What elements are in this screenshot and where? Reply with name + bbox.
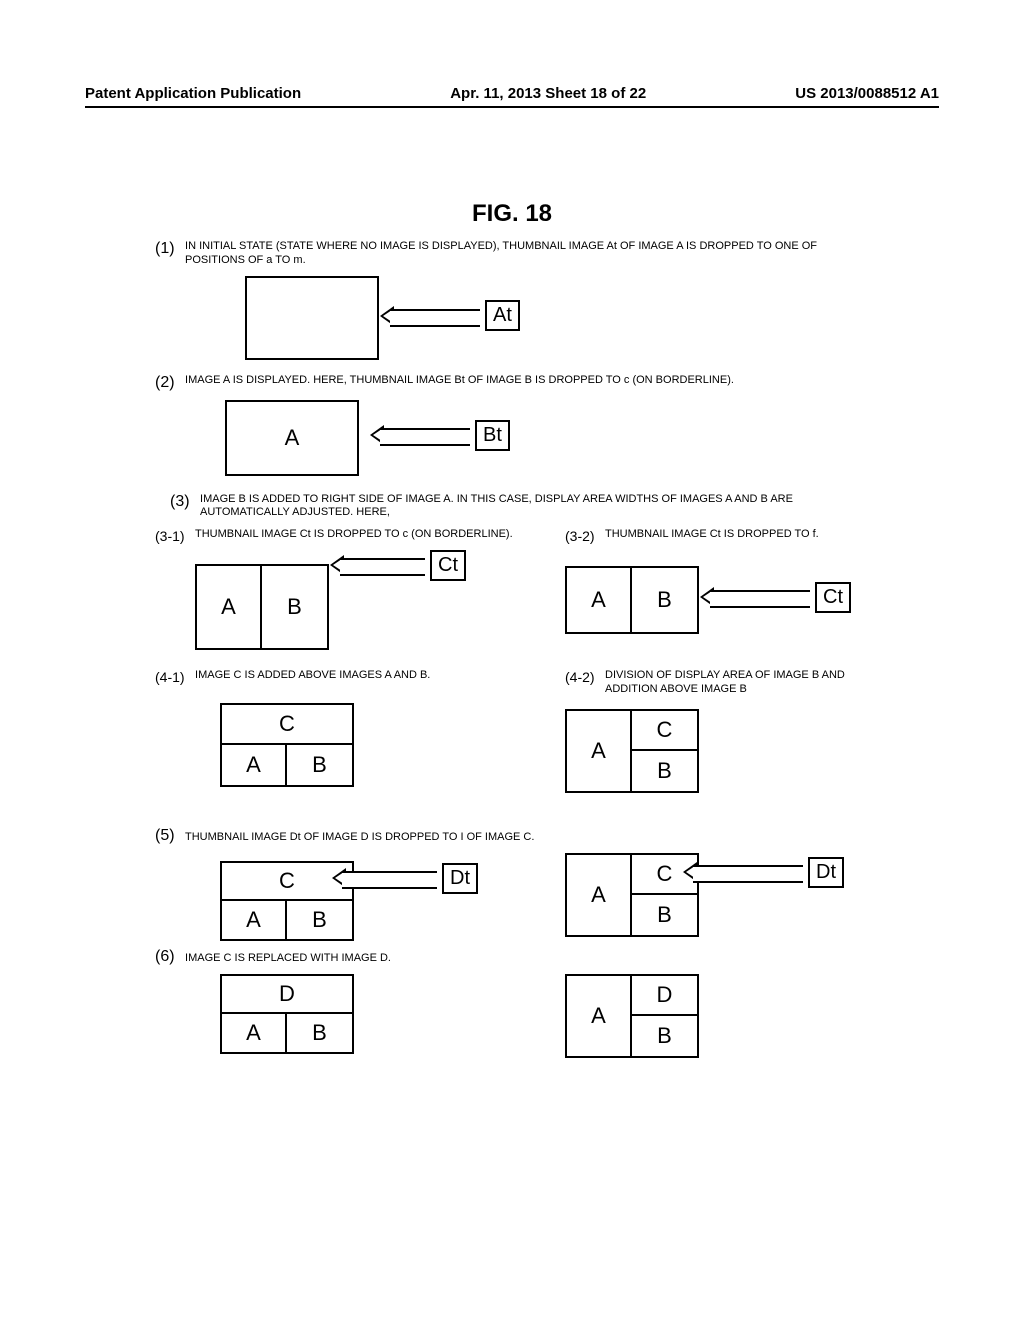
cell-d: D <box>632 976 697 1016</box>
thumb-bt: Bt <box>475 420 510 451</box>
diagram-1: At <box>245 276 935 366</box>
cell-b: B <box>287 745 352 785</box>
arrow-icon <box>332 871 437 885</box>
step-2-text: IMAGE A IS DISPLAYED. HERE, THUMBNAIL IM… <box>185 374 734 388</box>
diagram-3-1: A B Ct <box>195 554 525 649</box>
cell-b: B <box>287 901 352 939</box>
header-center: Apr. 11, 2013 Sheet 18 of 22 <box>450 85 646 102</box>
box-acb: A C B <box>565 853 699 937</box>
box-ab: A B <box>195 564 329 650</box>
cell-b: B <box>287 1014 352 1052</box>
cell-a: A <box>567 711 632 791</box>
figure-title: FIG. 18 <box>0 200 1024 228</box>
diagram-4-1: C A B <box>220 703 525 803</box>
step-4-2-text: DIVISION OF DISPLAY AREA OF IMAGE B AND … <box>605 669 855 697</box>
step-6: (6) IMAGE C IS REPLACED WITH IMAGE D. <box>155 948 935 966</box>
diagram-6-row: D A B A D B <box>155 974 935 1064</box>
arrow-icon <box>683 865 803 879</box>
cell-b: B <box>262 566 327 648</box>
empty-box <box>245 276 379 360</box>
step-4-split: (4-1) IMAGE C IS ADDED ABOVE IMAGES A AN… <box>155 669 935 817</box>
step-4-2-label: (4-2) <box>565 669 595 685</box>
box-dab: D A B <box>220 974 354 1054</box>
page-header: Patent Application Publication Apr. 11, … <box>85 85 939 108</box>
diagram-2: A Bt <box>225 400 935 485</box>
cell-a: A <box>222 745 287 785</box>
step-4-2: (4-2) DIVISION OF DISPLAY AREA OF IMAGE … <box>565 669 935 817</box>
diagram-5-left: C A B Dt <box>155 853 525 948</box>
cell-b: B <box>632 895 697 935</box>
step-3-1-label: (3-1) <box>155 528 185 544</box>
cell-a: A <box>222 1014 287 1052</box>
cell-a: A <box>222 901 287 939</box>
header-left: Patent Application Publication <box>85 85 301 102</box>
step-5-text: THUMBNAIL IMAGE Dt OF IMAGE D IS DROPPED… <box>185 831 534 845</box>
step-3-2-label: (3-2) <box>565 528 595 544</box>
step-4-1-text: IMAGE C IS ADDED ABOVE IMAGES A AND B. <box>195 669 430 683</box>
arrow-icon <box>380 309 480 323</box>
thumb-ct: Ct <box>430 550 466 581</box>
step-3-1-text: THUMBNAIL IMAGE Ct IS DROPPED TO c (ON B… <box>195 528 513 542</box>
box-acb: A C B <box>565 709 699 793</box>
diagram-3-2: A B Ct <box>565 566 935 661</box>
step-3-2-text: THUMBNAIL IMAGE Ct IS DROPPED TO f. <box>605 528 819 542</box>
arrow-icon <box>370 428 470 442</box>
cell-a: A <box>227 402 357 474</box>
box-adb: A D B <box>565 974 699 1058</box>
step-3-label: (3) <box>170 493 190 511</box>
arrow-icon <box>700 590 810 604</box>
thumb-dt: Dt <box>442 863 478 894</box>
diagram-6-right: A D B <box>565 974 935 1064</box>
diagram-5-row: C A B Dt A <box>155 853 935 948</box>
step-3: (3) IMAGE B IS ADDED TO RIGHT SIDE OF IM… <box>170 493 935 521</box>
step-3-split: (3-1) THUMBNAIL IMAGE Ct IS DROPPED TO c… <box>155 528 935 669</box>
thumb-ct: Ct <box>815 582 851 613</box>
step-3-text: IMAGE B IS ADDED TO RIGHT SIDE OF IMAGE … <box>200 493 880 521</box>
thumb-dt: Dt <box>808 857 844 888</box>
diagram-5-right: A C B Dt <box>565 853 935 948</box>
cell-a: A <box>197 566 262 648</box>
step-6-text: IMAGE C IS REPLACED WITH IMAGE D. <box>185 952 391 966</box>
step-6-label: (6) <box>155 948 175 966</box>
cell-c: C <box>222 705 352 745</box>
step-5: (5) THUMBNAIL IMAGE Dt OF IMAGE D IS DRO… <box>155 827 935 845</box>
cell-a: A <box>567 855 632 935</box>
cell-c: C <box>632 711 697 751</box>
cell-d: D <box>222 976 352 1014</box>
diagram-4-2: A C B <box>565 709 935 809</box>
page: Patent Application Publication Apr. 11, … <box>0 0 1024 1320</box>
box-a: A <box>225 400 359 476</box>
header-right: US 2013/0088512 A1 <box>795 85 939 102</box>
step-3-2: (3-2) THUMBNAIL IMAGE Ct IS DROPPED TO f… <box>565 528 935 669</box>
step-1-label: (1) <box>155 240 175 258</box>
arrow-icon <box>330 558 425 572</box>
cell-b: B <box>632 568 697 632</box>
step-5-label: (5) <box>155 827 175 845</box>
step-2: (2) IMAGE A IS DISPLAYED. HERE, THUMBNAI… <box>155 374 935 392</box>
step-1: (1) IN INITIAL STATE (STATE WHERE NO IMA… <box>155 240 935 268</box>
box-cab: C A B <box>220 703 354 787</box>
step-3-1: (3-1) THUMBNAIL IMAGE Ct IS DROPPED TO c… <box>155 528 525 669</box>
cell-a: A <box>567 568 632 632</box>
cell-b: B <box>632 1016 697 1056</box>
diagram-6-left: D A B <box>155 974 525 1064</box>
box-ab: A B <box>565 566 699 634</box>
step-4-1-label: (4-1) <box>155 669 185 685</box>
figure-content: (1) IN INITIAL STATE (STATE WHERE NO IMA… <box>155 240 935 1064</box>
cell-a: A <box>567 976 632 1056</box>
step-1-text: IN INITIAL STATE (STATE WHERE NO IMAGE I… <box>185 240 825 268</box>
cell-b: B <box>632 751 697 791</box>
step-2-label: (2) <box>155 374 175 392</box>
step-4-1: (4-1) IMAGE C IS ADDED ABOVE IMAGES A AN… <box>155 669 525 817</box>
thumb-at: At <box>485 300 520 331</box>
